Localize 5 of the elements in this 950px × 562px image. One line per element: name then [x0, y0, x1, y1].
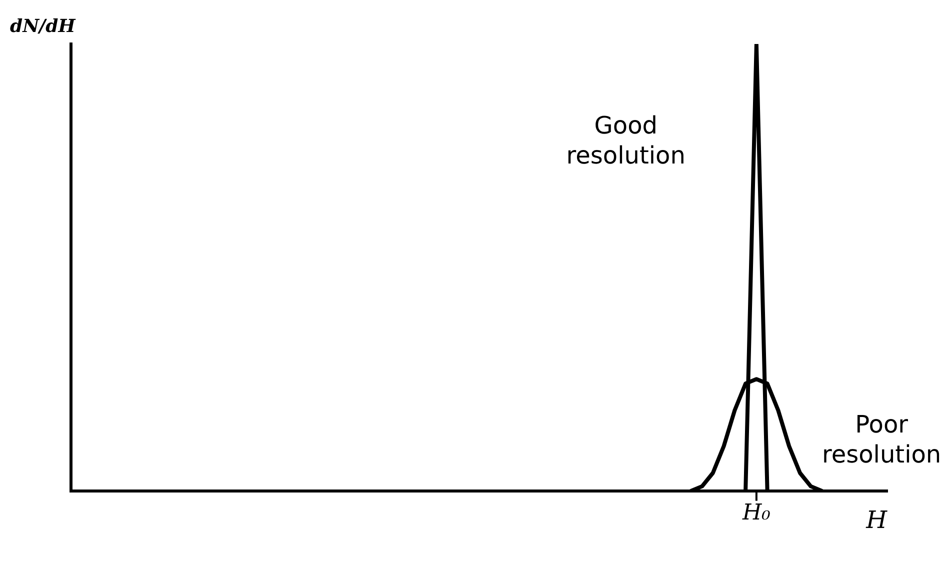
y-axis-title: dN/dH [10, 15, 76, 39]
series-label: Poor resolution [822, 410, 942, 469]
x-axis-title: H [865, 506, 888, 534]
text: Good resolution [566, 111, 686, 170]
text: H₀ [741, 500, 771, 526]
